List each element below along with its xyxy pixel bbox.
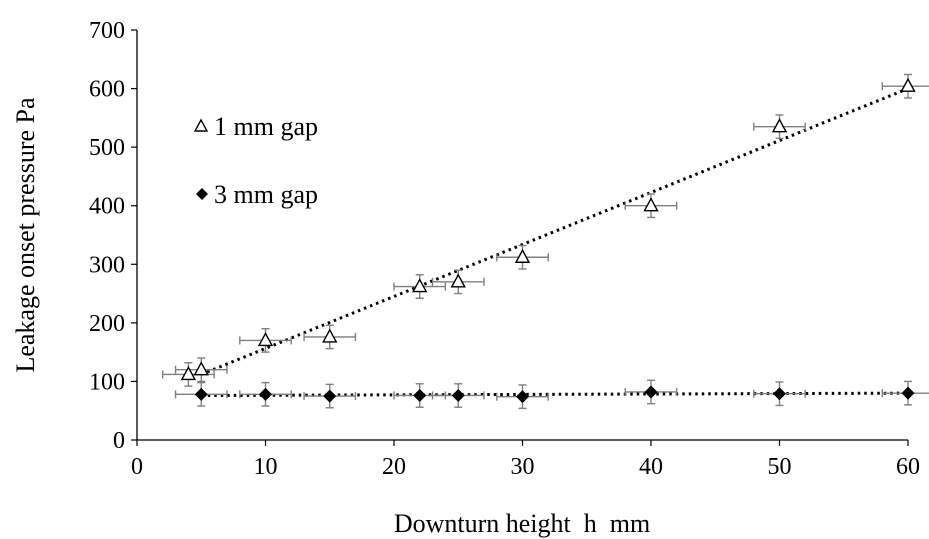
plot-area: 0 100 200 300 400 500 600 700 0 10 20 30 40 50 60 [89, 18, 929, 480]
data-point-1mm [450, 273, 466, 288]
data-point-3mm [259, 387, 272, 401]
data-point-3mm [194, 387, 208, 401]
y-tick-label: 100 [89, 369, 125, 395]
legend-item-3mm: 3 mm gap [196, 180, 318, 209]
y-axis-title: Leakage onset pressure Pa [11, 97, 40, 373]
data-point-1mm [514, 248, 531, 263]
data-point-3mm [323, 389, 337, 403]
x-axis-title: Downturn height h mm [394, 509, 650, 538]
y-tick-group: 0 100 200 300 400 500 600 700 [89, 18, 137, 454]
y-tick-label: 0 [113, 428, 125, 454]
marker-group [180, 77, 916, 404]
y-tick-label: 700 [89, 18, 125, 44]
x-tick-label: 40 [639, 454, 663, 480]
legend-diamond-icon [196, 188, 208, 200]
data-point-1mm [900, 77, 916, 92]
x-tick-group: 0 10 20 30 40 50 60 [131, 440, 920, 480]
data-point-1mm [322, 328, 338, 343]
data-point-1mm [193, 361, 209, 376]
x-tick-label: 10 [254, 454, 278, 480]
data-point-3mm [451, 388, 465, 402]
y-tick-label: 500 [89, 135, 125, 161]
data-point-1mm [180, 365, 197, 381]
data-point-3mm [644, 385, 658, 399]
data-point-3mm [901, 386, 915, 400]
trendline-group [200, 87, 909, 397]
y-tick-label: 200 [89, 311, 125, 337]
data-point-3mm [516, 390, 529, 404]
data-point-1mm [771, 118, 788, 133]
legend-triangle-icon [193, 118, 209, 132]
x-tick-label: 60 [896, 454, 920, 480]
legend-item-1mm: 1 mm gap [193, 112, 318, 141]
data-point-3mm [773, 387, 786, 401]
data-point-3mm [413, 388, 427, 402]
x-tick-label: 0 [131, 454, 143, 480]
y-tick-label: 300 [89, 252, 125, 278]
x-tick-label: 30 [511, 454, 535, 480]
legend: 1 mm gap 3 mm gap [193, 112, 318, 209]
data-point-1mm [257, 331, 274, 347]
x-tick-label: 50 [768, 454, 792, 480]
y-tick-label: 600 [89, 77, 125, 103]
data-point-1mm [412, 278, 428, 293]
data-point-1mm [643, 197, 659, 212]
legend-label-1mm: 1 mm gap [214, 112, 318, 141]
trendline-series-1 [201, 391, 909, 397]
y-tick-label: 400 [89, 194, 125, 220]
x-tick-label: 20 [382, 454, 406, 480]
legend-label-3mm: 3 mm gap [214, 180, 318, 209]
